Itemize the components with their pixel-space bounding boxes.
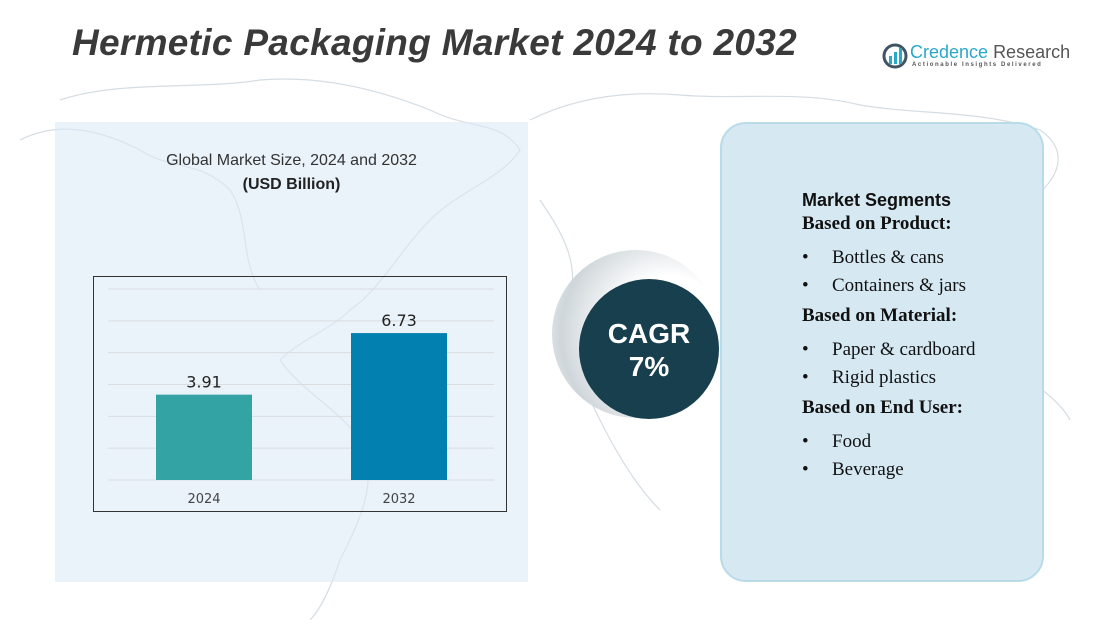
bar-chart-svg: 3.91 2024 6.73 2032 [108,288,494,507]
segment-item: • Beverage [802,459,976,481]
data-label: 3.91 [186,373,222,392]
bullet-icon: • [802,431,809,452]
segment-item-label: Containers & jars [832,275,967,296]
bullet-icon: • [802,367,809,388]
chart-title: Global Market Size, 2024 and 2032 [166,152,417,169]
market-segments: Market Segments Based on Product: • Bottle… [802,190,976,481]
logo-name-part2: Research [993,42,1071,62]
segment-group-title: Based on Material: [802,305,958,326]
segment-group-title: Based on End User: [802,397,963,418]
cagr-badge: CAGR 7% [579,279,719,419]
bar-2024 [156,394,252,480]
logo-name-part1: Credence [910,42,989,62]
x-tick-label: 2024 [187,492,220,507]
chart-panel: Global Market Size, 2024 and 2032 (USD B… [55,122,528,582]
segment-item-label: Beverage [832,459,904,480]
logo-tagline: Actionable Insights Delivered [912,62,1043,68]
segment-item-label: Paper & cardboard [832,339,976,360]
bar-chart: 3.91 2024 6.73 2032 [93,276,507,512]
segment-item: • Rigid plastics [802,367,976,389]
segments-panel: Market Segments Based on Product: • Bottle… [720,122,1044,582]
x-tick-label: 2032 [382,492,415,507]
bullet-icon: • [802,247,809,268]
segment-item-label: Bottles & cans [832,247,944,268]
segment-item-label: Food [832,431,872,452]
data-label: 6.73 [381,311,417,330]
chart-unit: (USD Billion) [242,176,341,193]
cagr-label: CAGR [607,318,691,349]
segment-item: • Containers & jars [802,275,976,297]
page-title: Hermetic Packaging Market 2024 to 2032 [72,22,798,63]
segment-group-title: Based on Product: [802,213,952,234]
segment-item-label: Rigid plastics [832,367,936,388]
segment-item: • Paper & cardboard [802,339,976,361]
segment-item: • Bottles & cans [802,247,976,269]
segments-heading: Market Segments [802,190,952,210]
credence-research-logo: Credence Research Actionable Insights De… [882,40,1072,76]
bullet-icon: • [802,459,809,480]
bar-2032 [351,333,447,480]
logo-chart-icon [882,43,908,69]
bullet-icon: • [802,275,809,296]
bullet-icon: • [802,339,809,360]
cagr-value: 7% [628,351,670,382]
logo-name: Credence Research [910,42,1070,63]
segment-item: • Food [802,431,976,453]
